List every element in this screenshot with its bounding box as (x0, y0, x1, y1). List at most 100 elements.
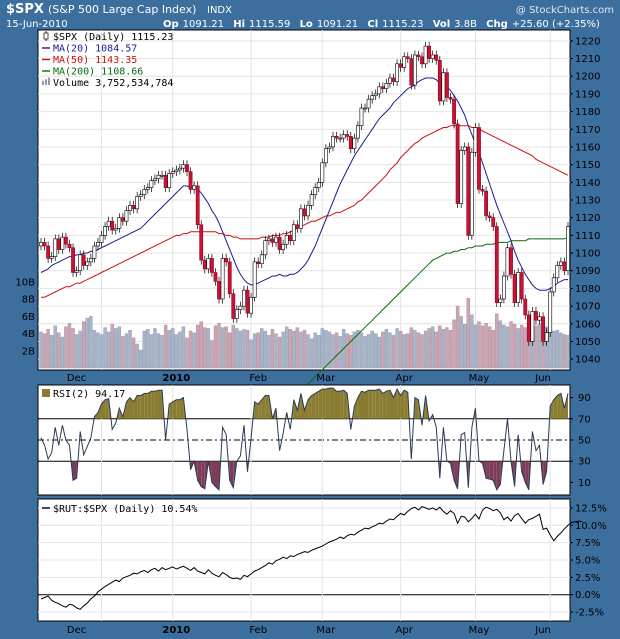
candle-body (56, 238, 61, 250)
ratio-series (40, 506, 583, 610)
legend-entry: MA(200) 1108.66 (53, 67, 143, 78)
price-tick-label: 1120 (575, 213, 600, 224)
candle-body (185, 164, 189, 173)
price-tick-label: 1180 (575, 107, 600, 118)
exchange-label: INDX (207, 5, 232, 16)
price-panel: 1040 1050 1060 1070 1080 1090 1100 1110 1120 1130… (15, 29, 600, 410)
candle-body (263, 240, 268, 256)
candle-body (544, 332, 549, 342)
volume-bar (470, 314, 474, 369)
rsi-overbought-fill (137, 395, 141, 419)
candle-body (530, 311, 535, 342)
candle-body (259, 254, 264, 264)
legend-swatch (42, 80, 44, 85)
volume-bar (96, 332, 100, 369)
candle-body (427, 45, 432, 59)
price-tick-label: 1130 (575, 196, 600, 207)
volume-bar (495, 313, 499, 369)
candle-body (231, 293, 236, 319)
rsi-overbought-fill (379, 389, 383, 419)
volume-bar (249, 339, 253, 369)
candle-body (537, 316, 542, 321)
legend-entry: MA(20) 1084.57 (53, 44, 137, 55)
volume-bar (117, 326, 122, 369)
candle-body (462, 146, 467, 151)
volume-bar (445, 327, 449, 369)
volume-bar (85, 317, 89, 369)
candle-body (398, 63, 403, 68)
volume-bar (359, 332, 364, 369)
candle-body (291, 224, 296, 241)
volume-bar (566, 335, 570, 369)
volume-bar (434, 331, 438, 369)
candle-body (512, 273, 517, 303)
candle-body (142, 189, 147, 195)
rsi-fills (71, 388, 568, 490)
candle-body (64, 236, 68, 245)
candle-body (153, 178, 157, 181)
rsi-overbought-fill (325, 388, 330, 419)
volume-bar (228, 332, 232, 369)
candle-body (39, 242, 43, 247)
candle-body (430, 54, 435, 59)
candle-body (174, 169, 179, 173)
volume-bar (349, 335, 353, 369)
ratio-tick-label: 7.5% (575, 538, 600, 549)
candle-body (416, 54, 421, 58)
ratio-legend: $RUT:$SPX (Daily) 10.54% (42, 504, 198, 515)
lo-value: 1091.21 (317, 19, 358, 30)
legend-swatch (45, 79, 47, 85)
price-tick-label: 1110 (575, 231, 600, 242)
volume-bar (398, 330, 403, 369)
rsi-overbought-fill (564, 393, 568, 419)
ratio-tick-label: 5.0% (575, 556, 600, 567)
volume-bar (345, 333, 349, 369)
rsi-overbought-fill (172, 399, 177, 419)
rsi-tick-label: 10 (578, 478, 591, 489)
chg-label: Chg (486, 19, 508, 30)
volume-bar (274, 333, 278, 369)
rsi-overbought-fill (357, 391, 362, 419)
rsi-overbought-fill (304, 399, 309, 419)
op-value: 1091.21 (183, 19, 224, 30)
candle-body (117, 217, 122, 229)
price-tick-label: 1200 (575, 72, 600, 83)
rsi-oversold-fill (73, 461, 77, 481)
volume-bar (71, 328, 75, 369)
candle-body (412, 54, 417, 86)
volume-bar (441, 329, 446, 369)
x-tick-label: May (469, 373, 490, 384)
rsi-overbought-fill (550, 399, 554, 419)
volume-bar (103, 327, 107, 369)
candle-body (220, 258, 225, 300)
volume-bar (516, 328, 520, 369)
volume-bar (466, 298, 470, 369)
volume-bar (302, 329, 307, 369)
x-axis-labels-ratio: Dec 2010 Feb Mar Apr May Jun (67, 625, 551, 636)
ratio-tick-label: 0.0% (575, 590, 600, 601)
volume-bar (423, 330, 428, 369)
rsi-overbought-fill (158, 390, 163, 419)
volume-bar (67, 323, 72, 369)
legend-entry: $SPX (Daily) 1115.23 (53, 32, 173, 43)
volume-bar (487, 326, 492, 369)
volume-bar (135, 343, 139, 369)
volume-bar (559, 332, 563, 369)
cl-value: 1115.23 (382, 19, 423, 30)
index-name-label: (S&P 500 Large Cap Index) (48, 3, 196, 16)
candle-body (395, 63, 399, 82)
candle-body (78, 254, 83, 272)
volume-bar (463, 323, 467, 369)
volume-bar (473, 324, 478, 369)
volume-bar (270, 329, 275, 369)
volume-bar (420, 334, 424, 369)
candle-body (327, 146, 332, 150)
candle-body (163, 174, 168, 188)
legend-entry: Volume 3,752,534,784 (53, 78, 173, 89)
volume-bar (327, 331, 332, 369)
price-tick-label: 1070 (575, 302, 600, 313)
candle-body (74, 270, 79, 273)
rsi-overbought-fill (101, 399, 106, 419)
volume-bar (57, 332, 61, 369)
volume-bar (320, 328, 325, 369)
